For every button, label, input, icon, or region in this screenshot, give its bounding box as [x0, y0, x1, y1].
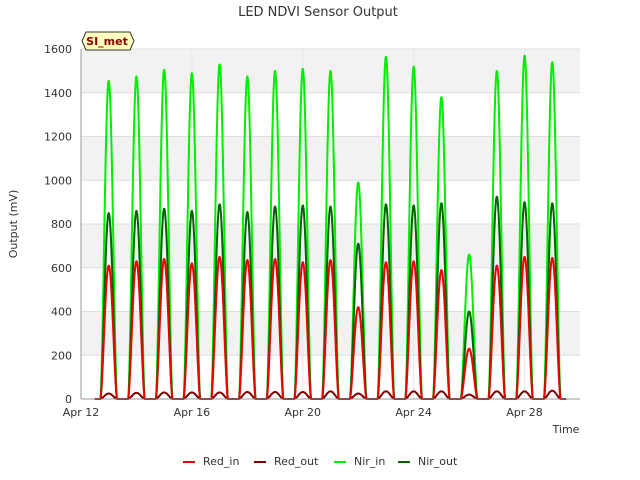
- y-tick-label: 200: [51, 349, 72, 362]
- plot-band: [81, 92, 580, 137]
- axes: [80, 49, 580, 400]
- x-tick-label: Apr 12: [63, 406, 100, 419]
- plot-bands: [81, 49, 580, 399]
- y-tick-label: 1400: [44, 87, 72, 100]
- plot-band: [81, 267, 580, 312]
- plot-band: [81, 180, 580, 224]
- x-axis-label: Time: [552, 423, 580, 436]
- chart-title: LED NDVI Sensor Output: [238, 5, 398, 20]
- y-tick-label: 400: [51, 306, 72, 319]
- y-tick-label: 1000: [44, 174, 72, 187]
- y-tick-labels: 0 200 400 600 800 1000 1200 1400 1600: [44, 43, 72, 406]
- y-tick-label: 800: [51, 218, 72, 231]
- legend: Red_in Red_out Nir_in Nir_out: [183, 455, 458, 468]
- legend-label: Red_out: [274, 455, 319, 468]
- y-tick-label: 1600: [44, 43, 72, 56]
- y-tick-label: 600: [51, 262, 72, 275]
- x-tick-label: Apr 24: [395, 406, 432, 419]
- x-tick-labels: Apr 12 Apr 16 Apr 20 Apr 24 Apr 28: [63, 406, 543, 419]
- y-axis-label: Output (mV): [7, 190, 20, 259]
- badge: SI_met: [81, 31, 135, 51]
- legend-label: Nir_out: [418, 455, 458, 468]
- x-tick-label: Apr 20: [285, 406, 322, 419]
- plot-band: [81, 311, 580, 356]
- badge-label: SI_met: [86, 35, 128, 48]
- badge-shape: [81, 31, 135, 51]
- y-tick-label: 1200: [44, 131, 72, 144]
- plot-band: [81, 136, 580, 181]
- y-tick-label: 0: [65, 393, 72, 406]
- x-tick-label: Apr 28: [506, 406, 543, 419]
- legend-label: Red_in: [203, 455, 239, 468]
- x-tick-label: Apr 16: [174, 406, 211, 419]
- legend-label: Nir_in: [354, 455, 385, 468]
